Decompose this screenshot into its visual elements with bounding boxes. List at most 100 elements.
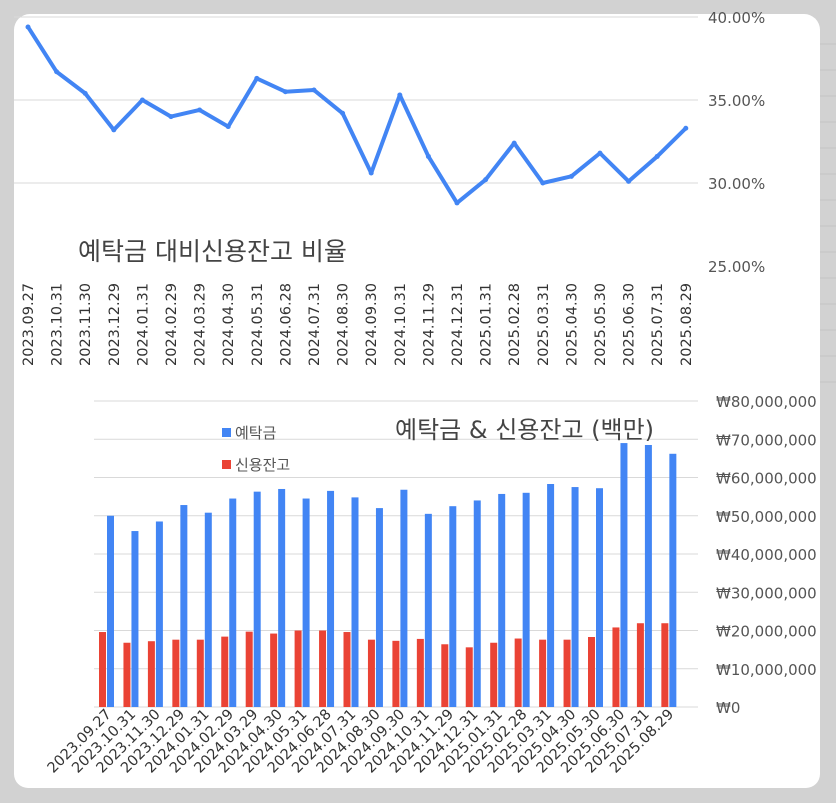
line-chart-point — [654, 153, 660, 159]
bar-deposit — [229, 498, 237, 707]
bar-credit-balance — [294, 630, 302, 707]
line-chart-point — [254, 75, 260, 81]
bar-credit-balance — [588, 637, 595, 707]
line-chart-ytick-label: 30.00% — [708, 175, 765, 193]
ratio-line-chart[interactable]: 40.00% 35.00% 30.00% 25.00% 예탁금 대비신용잔고 비율 202… — [14, 9, 820, 382]
bar-deposit — [131, 531, 139, 707]
line-chart-point — [568, 173, 574, 179]
ratio-line-chart-svg: 40.00% 35.00% 30.00% 25.00% 예탁금 대비신용잔고 비율 202… — [14, 9, 765, 366]
line-chart-xtick-label: 2023.10.31 — [50, 283, 66, 366]
line-chart-xtick-label: 2024.07.31 — [307, 283, 323, 366]
bar-credit-balance — [270, 633, 278, 707]
bar-credit-balance — [196, 639, 204, 707]
line-chart-point — [425, 153, 431, 159]
bar-deposit — [155, 521, 163, 707]
bar-chart-ytick-label: ₩40,000,000 — [716, 546, 817, 564]
line-chart-xtick-label: 2024.11.29 — [421, 283, 437, 366]
line-chart-point — [597, 150, 603, 156]
line-chart-point — [454, 200, 460, 206]
bar-credit-balance — [147, 641, 155, 707]
line-chart-series-line — [26, 24, 688, 205]
line-chart-point — [626, 178, 632, 184]
bar-deposit — [596, 488, 603, 707]
bar-credit-balance — [392, 640, 400, 707]
deposit-credit-bar-chart-svg: ₩80,000,000 ₩70,000,000 ₩60,000,000 ₩50,000… — [45, 393, 817, 777]
bar-credit-balance — [172, 639, 180, 707]
line-chart-xtick-label: 2025.06.30 — [622, 283, 638, 366]
line-chart-point — [111, 127, 117, 133]
bar-deposit — [571, 487, 579, 707]
bar-deposit — [302, 498, 310, 707]
line-chart-point — [368, 170, 374, 176]
line-chart-point — [139, 97, 145, 103]
line-chart-xtick-label: 2024.02.29 — [164, 283, 180, 366]
bar-chart-ytick-label: ₩0 — [716, 699, 740, 717]
bar-deposit — [107, 515, 114, 707]
line-chart-xtick-label: 2024.06.28 — [278, 283, 294, 366]
bar-credit-balance — [490, 642, 498, 707]
bar-deposit — [253, 491, 261, 707]
bar-deposit — [204, 512, 212, 707]
line-chart-title: 예탁금 대비신용잔고 비율 — [78, 237, 347, 266]
line-chart-xtick-label: 2024.12.31 — [450, 283, 466, 366]
line-chart-xtick-label: 2024.09.30 — [364, 283, 380, 366]
bar-deposit — [278, 488, 286, 707]
line-chart-point — [82, 90, 88, 96]
bar-credit-balance — [612, 627, 620, 707]
bar-deposit — [644, 444, 652, 707]
deposit-credit-bar-chart[interactable]: ₩80,000,000 ₩70,000,000 ₩60,000,000 ₩50,000… — [14, 380, 820, 788]
legend-credit-swatch — [222, 460, 231, 469]
line-chart-point — [168, 114, 174, 120]
line-chart-xtick-label: 2025.08.29 — [679, 283, 695, 366]
bar-deposit — [375, 508, 383, 707]
legend-credit-label: 신용잔고 — [235, 456, 290, 474]
bar-deposit — [424, 513, 432, 707]
line-chart-xtick-label: 2025.04.30 — [564, 283, 580, 366]
line-chart-point — [225, 124, 231, 130]
legend-deposit-swatch — [222, 428, 231, 437]
bar-chart-ytick-label: ₩10,000,000 — [716, 661, 817, 679]
bar-credit-balance — [99, 632, 106, 707]
bar-deposit — [327, 490, 335, 707]
bar-credit-balance — [319, 630, 327, 707]
line-chart-point — [340, 110, 346, 116]
line-chart-xtick-label: 2024.05.31 — [250, 283, 266, 366]
bar-deposit — [400, 489, 408, 707]
line-chart-xtick-label: 2024.08.30 — [336, 283, 352, 366]
line-chart-xtick-label: 2025.05.30 — [593, 283, 609, 366]
line-chart-point — [511, 140, 517, 146]
bar-deposit — [351, 497, 359, 707]
bar-credit-balance — [465, 647, 473, 707]
line-chart-xtick-label: 2023.11.30 — [78, 283, 94, 366]
line-chart-point — [540, 180, 546, 186]
line-chart-point — [25, 24, 31, 30]
bar-chart-ytick-label: ₩80,000,000 — [716, 393, 817, 411]
bar-deposit — [669, 453, 677, 707]
bar-deposit — [498, 493, 506, 707]
line-chart-point — [683, 125, 689, 131]
bar-deposit — [522, 492, 530, 707]
bar-credit-balance — [416, 638, 424, 707]
bar-credit-balance — [123, 642, 131, 707]
line-chart-xtick-label: 2023.12.29 — [107, 283, 123, 366]
line-chart-xtick-label: 2023.09.27 — [21, 283, 37, 366]
line-chart-point — [54, 69, 60, 75]
bar-chart-ytick-label: ₩70,000,000 — [716, 431, 817, 449]
bar-credit-balance — [563, 639, 571, 707]
bar-credit-balance — [661, 623, 669, 707]
bar-chart-ytick-label: ₩60,000,000 — [716, 470, 817, 488]
line-chart-xtick-label: 2025.02.28 — [507, 283, 523, 366]
bar-chart-ytick-label: ₩50,000,000 — [716, 508, 817, 526]
bar-deposit — [449, 506, 457, 707]
bar-chart-ytick-label: ₩30,000,000 — [716, 584, 817, 602]
bar-credit-balance — [636, 623, 644, 707]
bar-credit-balance — [441, 644, 449, 707]
line-chart-ytick-label: 35.00% — [708, 92, 765, 110]
line-chart-xtick-label: 2024.04.30 — [221, 283, 237, 366]
bar-deposit — [620, 443, 628, 707]
bar-deposit — [547, 484, 555, 707]
bar-chart-title: 예탁금 & 신용잔고 (백만) — [395, 416, 654, 444]
line-chart-xtick-label: 2024.01.31 — [135, 283, 151, 366]
line-chart-xtick-label: 2025.01.31 — [479, 283, 495, 366]
